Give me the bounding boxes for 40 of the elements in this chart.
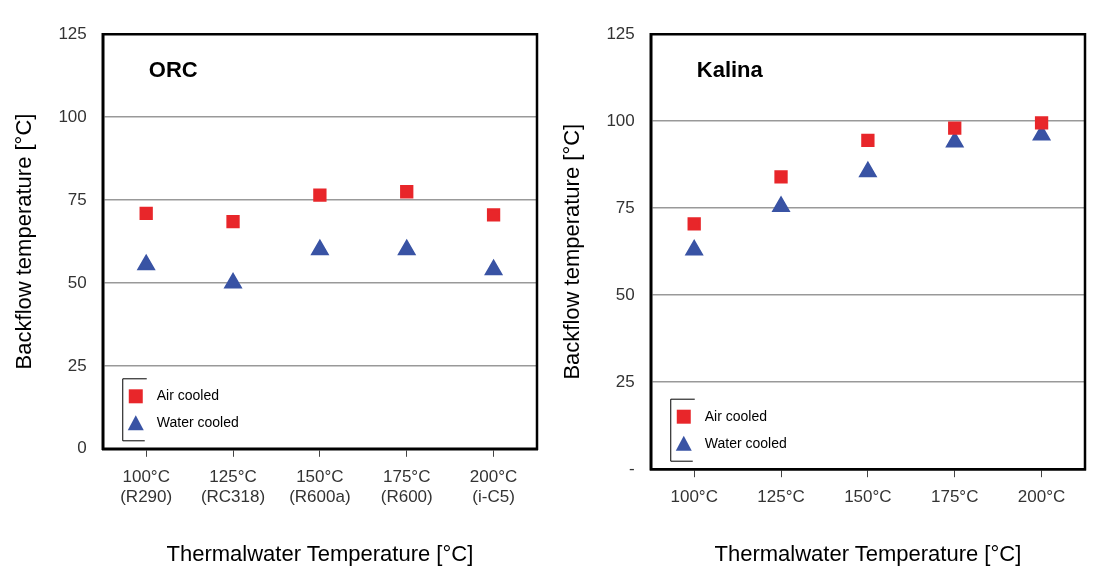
y-tick-label: 75 — [67, 189, 87, 209]
x-tick-label: 100°C (R290) — [120, 466, 173, 507]
y-tick-label: 25 — [615, 371, 635, 391]
x-tick-label: 200°C — [1017, 487, 1066, 507]
text: ORC — [148, 57, 198, 83]
x-tick-label: 125°C (RC318) — [200, 466, 266, 507]
x-axis-title: Thermalwater Temperature [°C] — [166, 540, 474, 566]
text: Kalina — [696, 57, 764, 83]
point — [685, 239, 703, 256]
x-tick-label: 125°C — [757, 487, 805, 507]
legend-label: Air cooled — [704, 407, 768, 424]
point — [945, 132, 964, 148]
x-tick-label: 150°C (R600a) — [289, 466, 351, 507]
y-tick-label: 75 — [615, 197, 635, 217]
y-tick-label: 100 — [606, 110, 635, 130]
x-axis-title: Thermalwater Temperature [°C] — [714, 540, 1022, 566]
point — [948, 121, 962, 135]
point — [859, 161, 877, 178]
x-tick-label: 175°C (R600) — [380, 466, 433, 507]
x-tick-label: 200°C (i-C5) — [469, 466, 518, 507]
point — [772, 196, 790, 212]
y-axis-title: Backflow temperature [°C] — [559, 123, 585, 380]
y-axis-title: Backflow temperature [°C] — [11, 113, 37, 370]
y-tick-label: 125 — [606, 23, 635, 43]
y-tick-label: - — [629, 458, 635, 478]
legend-label: Water cooled — [156, 414, 239, 431]
y-tick-label: 25 — [67, 355, 87, 375]
legend-label: Water cooled — [704, 434, 787, 451]
point — [861, 133, 875, 147]
point — [774, 170, 788, 184]
y-tick-label: 100 — [58, 106, 87, 126]
point — [1034, 116, 1049, 130]
y-tick-label: 0 — [77, 438, 87, 458]
y-tick-label: 50 — [615, 284, 635, 304]
y-tick-label: 50 — [67, 272, 87, 292]
x-tick-label: 150°C — [844, 487, 892, 507]
y-tick-label: 125 — [58, 23, 87, 43]
legend-label: Air cooled — [156, 387, 220, 404]
x-tick-label: 175°C — [931, 487, 979, 507]
x-tick-label: 100°C — [670, 487, 718, 507]
